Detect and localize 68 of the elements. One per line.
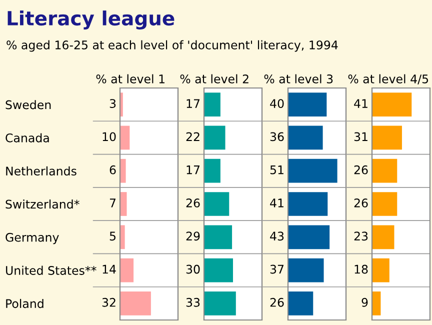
- chart-title: % at level 3: [264, 74, 333, 84]
- data-label: 17: [186, 166, 200, 174]
- data-label: 6: [110, 165, 116, 174]
- bar: [204, 126, 226, 150]
- bar: [204, 291, 236, 316]
- bar: [372, 192, 398, 216]
- data-label: 26: [270, 298, 284, 307]
- bar: [288, 225, 330, 250]
- data-label: 41: [270, 198, 284, 208]
- bar: [372, 225, 394, 250]
- data-label: 22: [186, 132, 200, 141]
- text: Literacy league: [8, 10, 174, 30]
- data-label: 30: [186, 264, 200, 274]
- data-label: 23: [354, 232, 368, 241]
- bar: [204, 192, 230, 216]
- data-label: 36: [270, 132, 284, 142]
- data-label: 32: [102, 298, 116, 307]
- bar: [372, 291, 381, 316]
- bar: [288, 158, 338, 183]
- bar: [372, 158, 398, 183]
- y-tick-label: Sweden: [6, 100, 51, 110]
- y-tick-label: Canada: [6, 133, 49, 142]
- bar: [288, 291, 314, 316]
- data-label: 26: [354, 198, 368, 208]
- bar: [204, 225, 232, 250]
- bar: [288, 126, 323, 150]
- bar: [288, 192, 328, 216]
- data-label: 14: [102, 264, 116, 274]
- y-tick-label: Germany: [6, 232, 59, 244]
- y-tick-label: Switzerland*: [6, 200, 80, 209]
- data-label: 43: [270, 232, 284, 241]
- data-label: 26: [354, 165, 368, 174]
- bar: [120, 291, 151, 316]
- chart-title: % at level 4/5: [348, 74, 428, 84]
- data-label: 37: [270, 264, 284, 274]
- bar: [204, 258, 233, 282]
- data-label: 9: [362, 298, 368, 307]
- data-label: 18: [354, 264, 368, 274]
- y-tick-label: United States**: [6, 266, 96, 275]
- bar: [204, 158, 220, 183]
- bar: [120, 126, 130, 150]
- bar: [120, 258, 134, 282]
- data-label: 5: [110, 232, 116, 241]
- bar: [288, 92, 327, 117]
- data-label: 10: [102, 132, 116, 142]
- data-label: 26: [186, 198, 200, 208]
- chart-title: % at level 1: [96, 74, 164, 84]
- bar: [204, 92, 220, 117]
- y-tick-label: Netherlands: [6, 166, 76, 176]
- bar: [372, 126, 402, 150]
- chart-title: % at level 2: [180, 74, 248, 84]
- data-label: 29: [186, 232, 200, 241]
- data-label: 33: [186, 298, 200, 307]
- data-label: 31: [354, 132, 368, 142]
- bar: [372, 92, 412, 117]
- bar: [372, 258, 390, 282]
- data-label: 3: [110, 99, 116, 108]
- y-tick-label: Poland: [6, 298, 44, 308]
- bar: [120, 158, 126, 183]
- data-label: 41: [354, 99, 368, 108]
- data-label: 51: [270, 166, 284, 174]
- bar: [120, 192, 127, 216]
- bar: [120, 225, 125, 250]
- data-label: 7: [110, 198, 116, 208]
- data-label: 40: [270, 99, 284, 108]
- data-label: 17: [186, 99, 200, 108]
- bar: [288, 258, 324, 282]
- text: % aged 16-25 at each level of 'document' literacy, 1994: [6, 40, 338, 52]
